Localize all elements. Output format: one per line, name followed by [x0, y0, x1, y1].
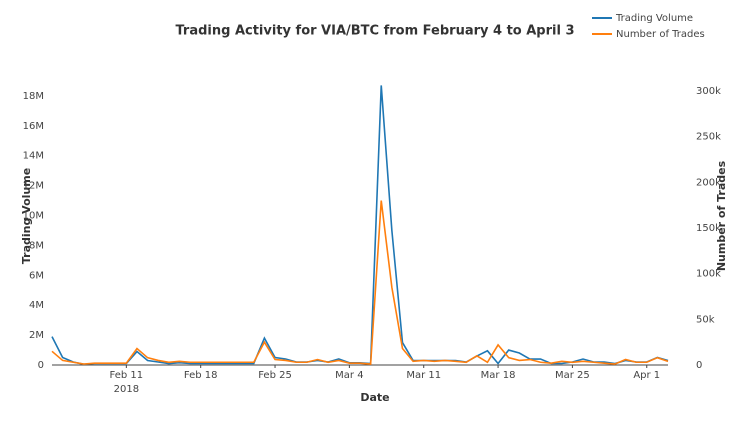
y-tick-label: 12M [23, 181, 44, 192]
chart-title: Trading Activity for VIA/BTC from Februa… [175, 24, 574, 39]
y2-tick-label: 150k [696, 223, 721, 234]
y-tick-label: 10M [23, 211, 44, 222]
y-tick-label: 2M [29, 330, 44, 341]
x-tick-label: Feb 11 2018 [110, 370, 144, 395]
y-tick-label: 16M [23, 121, 44, 132]
y-tick-label: 4M [29, 300, 44, 311]
legend-label: Number of Trades [616, 29, 705, 40]
legend-label: Trading Volume [615, 13, 693, 24]
y2-tick-label: 100k [696, 269, 721, 280]
y2-tick-label: 300k [696, 86, 721, 97]
y-tick-label: 0 [38, 360, 44, 371]
x-tick-label: Mar 4 [335, 370, 363, 381]
x-tick-label: Mar 11 [406, 370, 441, 381]
x-tick-label: Apr 1 [633, 370, 660, 381]
y2-tick-label: 0 [696, 360, 702, 371]
y2-axis-title: Number of Trades [715, 160, 728, 271]
x-tick-label: Mar 18 [481, 370, 516, 381]
y2-tick-label: 250k [696, 132, 721, 143]
x-tick-label-line: Feb 11 [110, 370, 144, 381]
y2-tick-label: 200k [696, 177, 721, 188]
x-tick-label: Feb 25 [258, 370, 292, 381]
x-axis-title: Date [360, 391, 389, 404]
y-tick-label: 6M [29, 270, 44, 281]
y2-tick-label: 50k [696, 314, 715, 325]
x-tick-label-line: 2018 [114, 384, 139, 395]
y-axis-title: Trading Volume [20, 168, 33, 264]
x-tick-label: Mar 25 [555, 370, 590, 381]
series-line [51, 200, 669, 365]
x-tick-label: Feb 18 [184, 370, 218, 381]
y-tick-label: 8M [29, 240, 44, 251]
y-tick-label: 14M [23, 151, 44, 162]
series-line [51, 85, 669, 366]
y-tick-label: 18M [23, 91, 44, 102]
